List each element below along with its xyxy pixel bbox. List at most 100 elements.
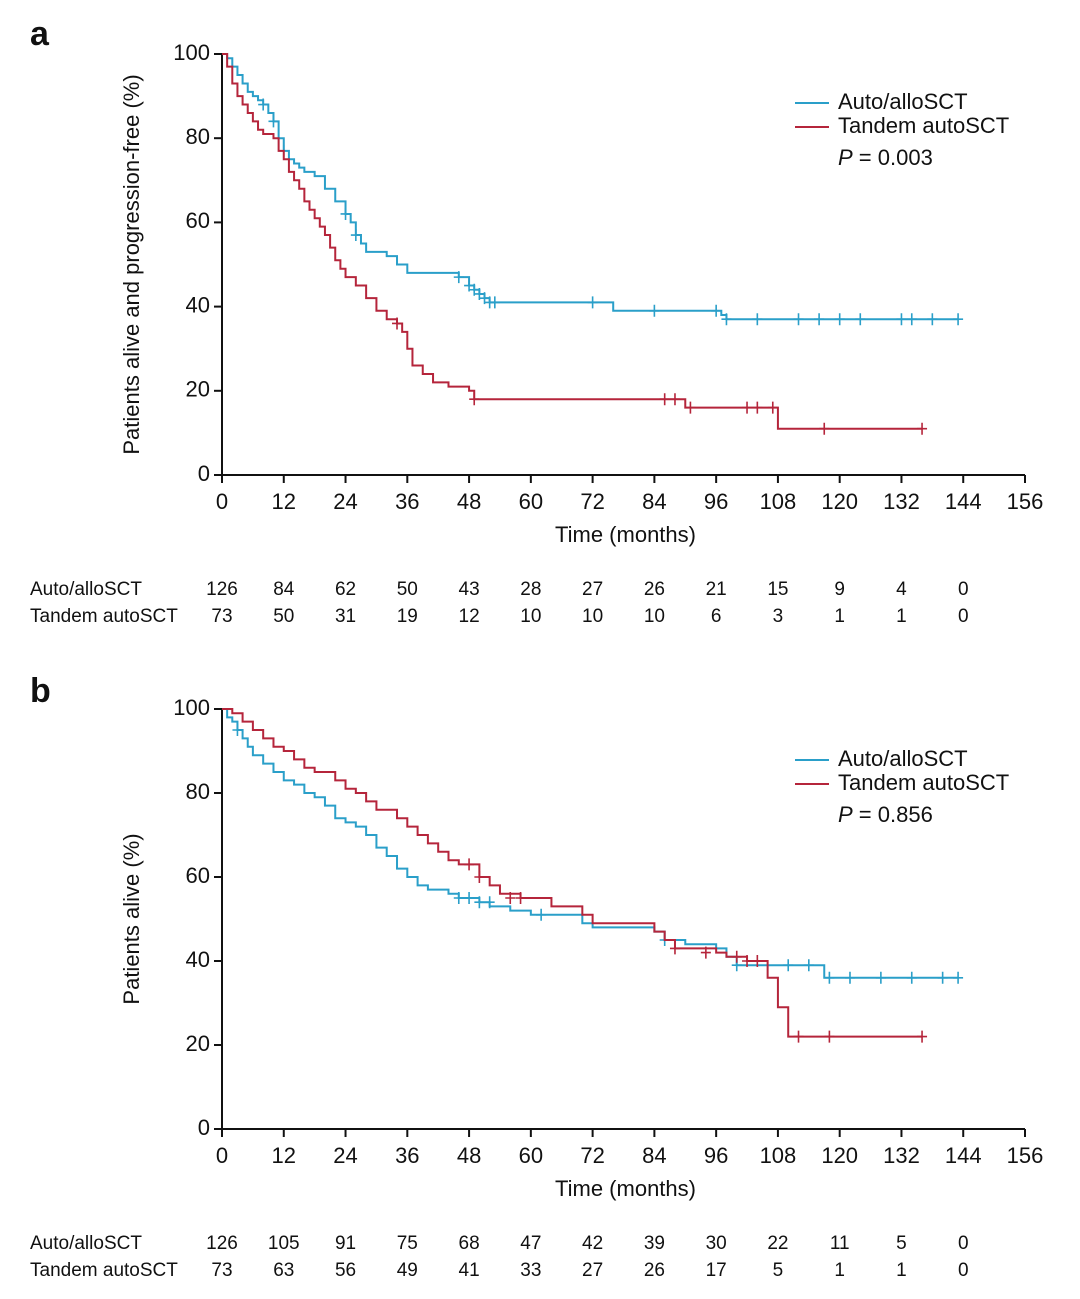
- risk-count: 10: [644, 606, 665, 627]
- risk-count: 10: [582, 606, 603, 627]
- risk-count: 27: [582, 1260, 603, 1281]
- x-tick-label: 156: [1007, 1143, 1044, 1168]
- risk-count: 41: [459, 1260, 480, 1281]
- risk-count: 47: [520, 1233, 541, 1254]
- x-tick-label: 84: [642, 489, 666, 514]
- risk-count: 49: [397, 1260, 418, 1281]
- risk-count: 63: [273, 1260, 294, 1281]
- censor-mark: [917, 1030, 928, 1043]
- risk-row-label: Tandem autoSCT: [30, 606, 178, 627]
- censor-mark: [752, 401, 763, 414]
- censor-mark: [742, 401, 753, 414]
- risk-count: 50: [273, 606, 294, 627]
- x-tick-label: 48: [457, 1143, 481, 1168]
- risk-count: 91: [335, 1233, 356, 1254]
- x-tick-label: 0: [216, 1143, 228, 1168]
- censor-mark: [340, 207, 351, 220]
- risk-count: 0: [958, 1233, 969, 1254]
- censor-mark: [953, 313, 964, 326]
- risk-count: 1: [896, 606, 907, 627]
- censor-mark: [464, 858, 475, 871]
- censor-mark: [937, 971, 948, 984]
- censor-mark: [659, 393, 670, 406]
- censor-mark: [484, 896, 495, 909]
- censor-mark: [731, 950, 742, 963]
- y-tick-label: 60: [186, 208, 210, 233]
- y-tick-label: 0: [198, 1115, 210, 1140]
- p-symbol: P: [838, 145, 853, 170]
- risk-count: 39: [644, 1233, 665, 1254]
- censor-mark: [469, 283, 480, 296]
- censor-mark: [392, 317, 403, 330]
- y-tick-label: 20: [186, 377, 210, 402]
- censor-mark: [489, 296, 500, 309]
- censor-mark: [844, 971, 855, 984]
- x-tick-label: 108: [760, 1143, 797, 1168]
- risk-count: 10: [520, 606, 541, 627]
- risk-count: 75: [397, 1233, 418, 1254]
- x-axis-title: Time (months): [555, 1176, 696, 1201]
- censor-mark: [474, 287, 485, 300]
- x-tick-label: 108: [760, 489, 797, 514]
- risk-count: 105: [268, 1233, 300, 1254]
- panel-label: b: [30, 672, 51, 710]
- censor-mark: [783, 959, 794, 972]
- risk-count: 31: [335, 606, 356, 627]
- censor-mark: [232, 724, 243, 736]
- x-tick-label: 12: [272, 489, 296, 514]
- x-tick-label: 36: [395, 489, 419, 514]
- risk-count: 6: [711, 606, 722, 627]
- y-tick-label: 80: [186, 779, 210, 804]
- risk-count: 126: [206, 579, 238, 600]
- p-value: P = 0.003: [838, 145, 933, 170]
- y-axis-title: Patients alive and progression-free (%): [119, 74, 144, 454]
- censor-mark: [536, 908, 547, 921]
- y-tick-label: 40: [186, 947, 210, 972]
- x-tick-label: 132: [883, 1143, 920, 1168]
- censor-mark: [711, 304, 722, 317]
- censor-mark: [824, 1030, 835, 1043]
- censor-mark: [649, 304, 660, 317]
- risk-count: 1: [896, 1260, 907, 1281]
- y-tick-label: 0: [198, 461, 210, 486]
- risk-count: 43: [459, 579, 480, 600]
- risk-row-label: Auto/alloSCT: [30, 579, 142, 600]
- risk-row-label: Tandem autoSCT: [30, 1260, 178, 1281]
- risk-count: 28: [520, 579, 541, 600]
- survival-curve: [222, 708, 923, 1038]
- x-tick-label: 120: [821, 489, 858, 514]
- censor-mark: [469, 393, 480, 406]
- risk-count: 33: [520, 1260, 541, 1281]
- risk-count: 73: [211, 1260, 232, 1281]
- censor-mark: [685, 401, 696, 414]
- legend-label: Auto/alloSCT: [838, 746, 968, 771]
- censor-mark: [350, 229, 361, 242]
- risk-count: 5: [896, 1233, 907, 1254]
- x-tick-label: 132: [883, 489, 920, 514]
- panel-label: a: [30, 15, 50, 53]
- risk-count: 1: [834, 606, 845, 627]
- x-tick-label: 24: [333, 1143, 357, 1168]
- y-tick-label: 80: [186, 124, 210, 149]
- x-tick-label: 0: [216, 489, 228, 514]
- risk-count: 0: [958, 579, 969, 600]
- risk-count: 11: [830, 1233, 850, 1254]
- survival-curve: [222, 53, 923, 430]
- censor-mark: [587, 296, 598, 309]
- risk-count: 3: [773, 606, 784, 627]
- legend-label: Tandem autoSCT: [838, 770, 1009, 795]
- risk-count: 42: [582, 1233, 603, 1254]
- x-tick-label: 96: [704, 1143, 728, 1168]
- censor-mark: [479, 292, 490, 305]
- censor-mark: [896, 313, 907, 326]
- censor-mark: [927, 313, 938, 326]
- risk-count: 21: [706, 579, 727, 600]
- p-text: = 0.856: [853, 802, 933, 827]
- censor-mark: [752, 313, 763, 326]
- risk-count: 1: [834, 1260, 845, 1281]
- risk-count: 126: [206, 1233, 238, 1254]
- risk-count: 56: [335, 1260, 356, 1281]
- risk-count: 0: [958, 606, 969, 627]
- censor-mark: [258, 98, 269, 111]
